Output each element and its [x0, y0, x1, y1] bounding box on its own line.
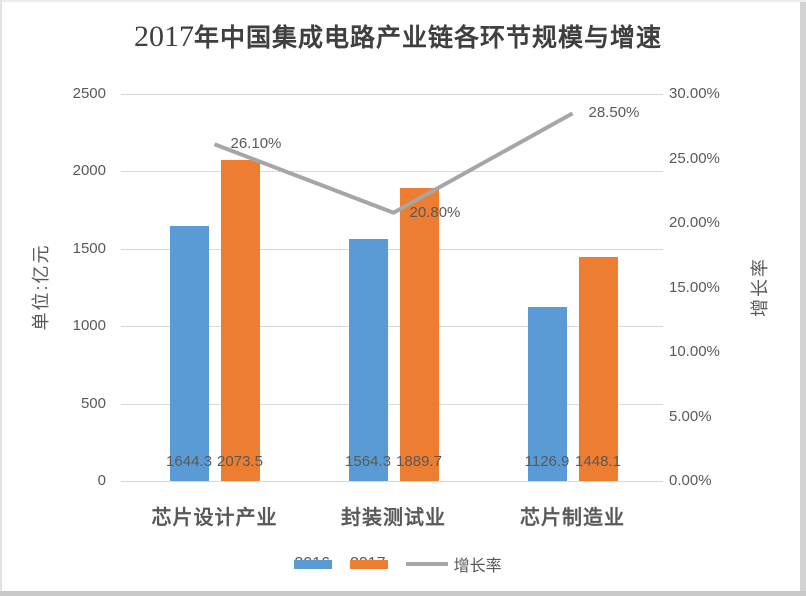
window-edge-top: [0, 0, 806, 2]
legend-item-增长率: 增长率: [405, 552, 502, 576]
chart-title-text: 年中国集成电路产业链各环节规模与增速: [193, 24, 662, 52]
bar-2016-1: [348, 238, 388, 481]
value-label-2016-1: 1564.3: [345, 453, 391, 470]
left-axis-tick-2: 1500: [72, 239, 106, 257]
category-label-0: 芯片设计产业: [151, 507, 278, 529]
left-axis-tick-3: 1000: [72, 317, 106, 335]
value-label-2016-0: 1644.3: [166, 453, 212, 470]
right-axis-tick-0: 30.00%: [669, 85, 720, 102]
left-axis-tick-1: 2000: [72, 162, 106, 180]
growth-line: [213, 111, 574, 215]
legend-item-2017: 2017: [349, 555, 388, 573]
left-axis-tick-0: 2500: [72, 85, 106, 102]
right-axis-title: 增长率: [750, 257, 770, 317]
window-edge-right: [800, 2, 806, 596]
right-axis-tick-1: 25.00%: [669, 149, 720, 167]
legend: 2016 2017 增长率: [0, 551, 796, 577]
value-label-2017-1: 1889.7: [396, 453, 442, 470]
legend-label-2: 增长率: [453, 558, 502, 575]
window-edge-left: [0, 0, 2, 596]
gridline: [121, 171, 663, 173]
right-axis-tick-5: 5.00%: [669, 407, 712, 425]
bar-2016-2: [527, 306, 567, 481]
window-edge-bottom: [0, 591, 806, 596]
right-axis-tick-6: 0.00%: [669, 472, 712, 489]
legend-line-swatch-增长率: [405, 562, 448, 566]
bar-2017-1: [399, 188, 439, 481]
category-label-1: 封装测试业: [341, 507, 446, 529]
right-axis-tick-4: 10.00%: [669, 343, 720, 360]
x-axis-line: [121, 481, 663, 482]
growth-point-label-0: 26.10%: [230, 135, 282, 153]
chart-title-year: 2017: [133, 20, 194, 53]
left-axis-title: 单位:亿元: [31, 243, 51, 331]
gridline: [121, 326, 663, 328]
right-axis-tick-3: 15.00%: [669, 278, 720, 296]
gridline: [121, 403, 663, 405]
category-label-2: 芯片制造业: [520, 507, 625, 529]
growth-point-label-1: 20.80%: [409, 203, 461, 221]
value-label-2017-0: 2073.5: [217, 453, 263, 470]
legend-bar-swatch-2016: [294, 559, 333, 569]
gridline: [121, 248, 663, 250]
bar-2016-0: [169, 226, 209, 481]
growth-point-label-2: 28.50%: [588, 104, 640, 122]
value-label-2016-2: 1126.9: [524, 453, 570, 470]
bar-2017-2: [578, 256, 618, 481]
legend-bar-swatch-2017: [349, 559, 388, 569]
value-label-2017-2: 1448.1: [575, 453, 621, 470]
chart-title: 2017年中国集成电路产业链各环节规模与增速: [0, 18, 796, 54]
bar-2017-0: [220, 160, 260, 481]
legend-item-2016: 2016: [294, 555, 333, 573]
right-axis-tick-2: 20.00%: [669, 214, 720, 231]
left-axis-tick-4: 500: [80, 394, 106, 412]
gridline: [121, 94, 663, 95]
left-axis-tick-5: 0: [97, 472, 106, 489]
